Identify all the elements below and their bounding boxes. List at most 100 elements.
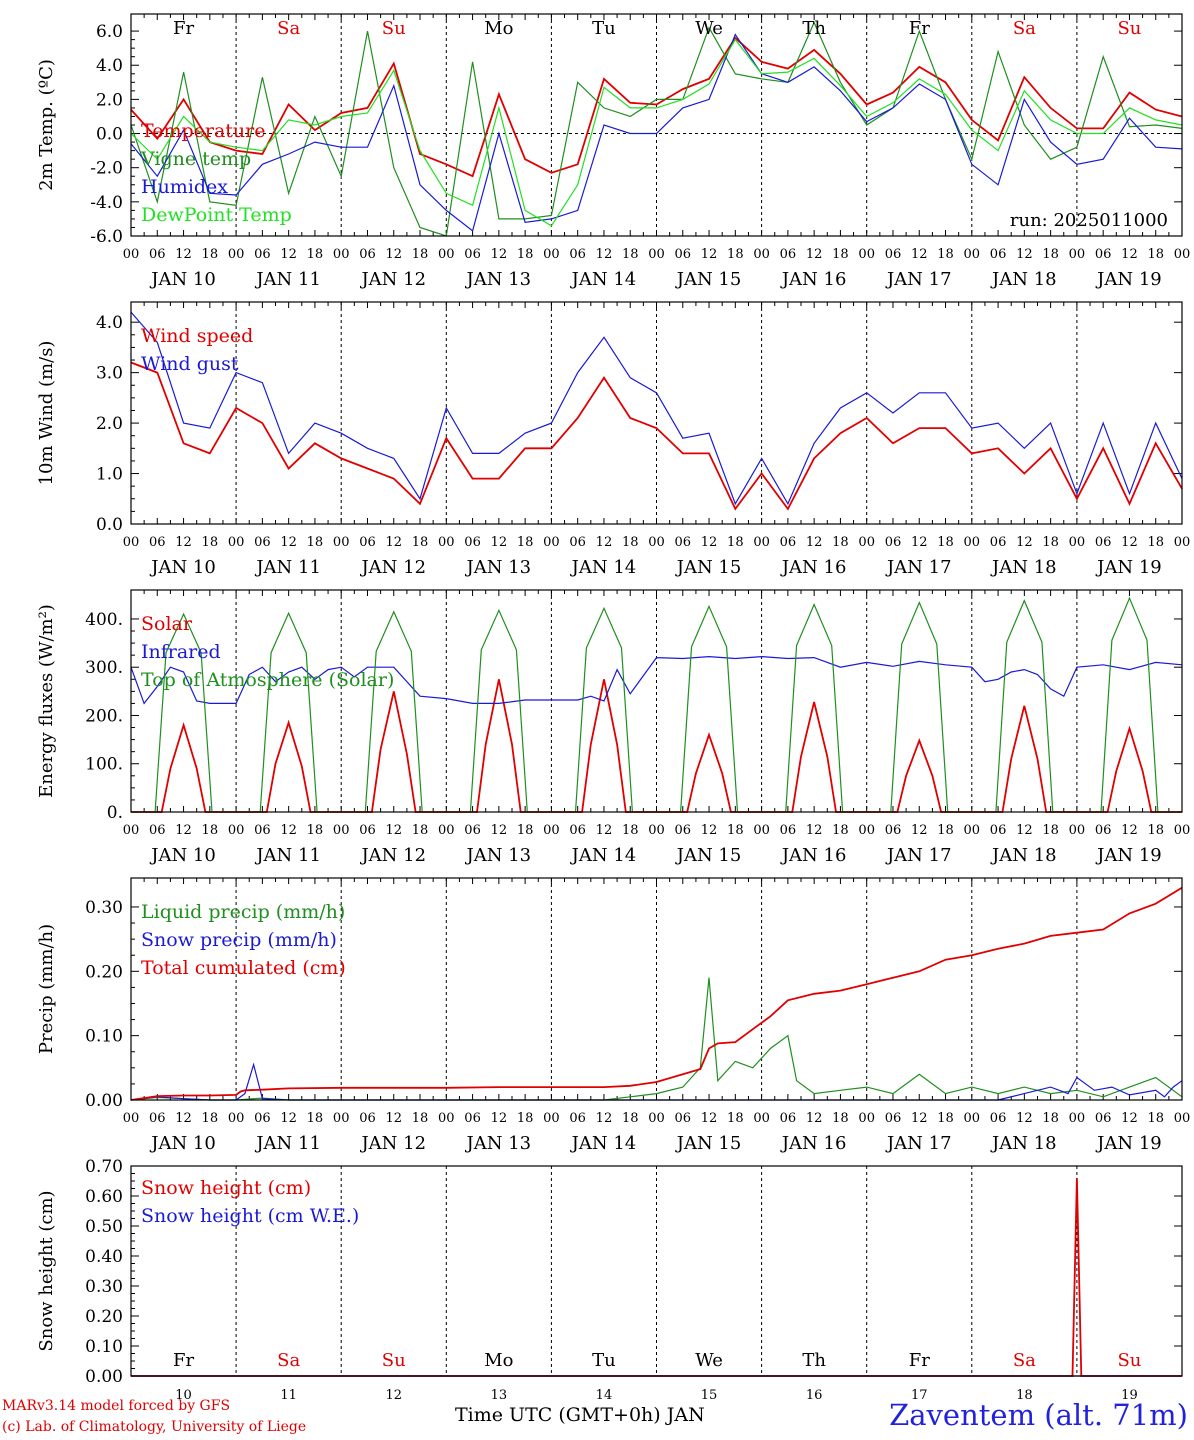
day-label: JAN 16: [780, 557, 847, 578]
hour-label: 00: [858, 535, 875, 550]
hour-label: 06: [885, 535, 902, 550]
weekday-label: Fr: [909, 1350, 930, 1371]
hour-label: 00: [333, 247, 350, 262]
hour-label: 18: [1147, 535, 1164, 550]
hour-label: 06: [569, 535, 586, 550]
hour-label: 12: [175, 1111, 192, 1126]
y-tick-label: -2.0: [90, 159, 123, 179]
hour-label: 06: [1095, 247, 1112, 262]
y-tick-label: 0.30: [85, 898, 123, 918]
hour-label: 00: [1069, 535, 1086, 550]
series-line-temperature: [130, 36, 1183, 178]
hour-label: 12: [280, 535, 297, 550]
weekday-label: Sa: [1013, 18, 1036, 39]
hour-label: 00: [964, 1111, 981, 1126]
hour-label: 06: [780, 535, 797, 550]
hour-label: 00: [228, 535, 245, 550]
hour-label: 18: [517, 1111, 534, 1126]
hour-label: 06: [1095, 823, 1112, 838]
hour-label: 18: [412, 823, 429, 838]
hour-label: 00: [543, 823, 560, 838]
plot-frame: [130, 589, 1183, 813]
hour-label: 00: [123, 535, 140, 550]
weekday-label: Su: [1117, 1350, 1141, 1371]
weekday-label: Fr: [909, 18, 930, 39]
hour-label: 12: [385, 247, 402, 262]
hour-label: 00: [228, 247, 245, 262]
day-label: JAN 13: [465, 269, 532, 290]
series-line-vigne-temp: [130, 21, 1183, 237]
legend-entry: Temperature: [141, 120, 265, 142]
day-label: JAN 19: [1095, 1133, 1162, 1154]
hour-label: 00: [438, 535, 455, 550]
hour-label: 06: [254, 535, 271, 550]
date-label: 14: [596, 1388, 613, 1403]
weekday-label: Tu: [592, 18, 616, 39]
hour-label: 18: [307, 823, 324, 838]
day-label: JAN 10: [149, 269, 216, 290]
hour-label: 18: [1042, 1111, 1059, 1126]
y-tick-label: 0.40: [85, 1247, 123, 1267]
hour-label: 06: [464, 1111, 481, 1126]
date-label: 17: [911, 1388, 928, 1403]
hour-label: 00: [648, 247, 665, 262]
day-label: JAN 16: [780, 1133, 847, 1154]
y-tick-label: 4.0: [96, 313, 123, 333]
legend-entry: Top of Atmosphere (Solar): [141, 669, 394, 691]
hour-label: 12: [1016, 823, 1033, 838]
chart-panel-3: 0. 100. 200. 300. 400. Energy fluxes (W/m²) So…: [36, 589, 1190, 866]
hour-label: 06: [254, 1111, 271, 1126]
hour-label: 18: [832, 247, 849, 262]
y-tick-label: 2.0: [96, 414, 123, 434]
hour-label: 00: [964, 535, 981, 550]
legend-entry: Infrared: [141, 641, 221, 663]
day-label: JAN 12: [359, 269, 426, 290]
hour-label: 12: [1016, 1111, 1033, 1126]
day-label: JAN 12: [359, 1133, 426, 1154]
day-label: JAN 12: [359, 845, 426, 866]
plot-frame: [130, 301, 1183, 525]
hour-label: 18: [832, 1111, 849, 1126]
y-axis-label: Snow height (cm): [36, 1190, 57, 1351]
date-label: 18: [1016, 1388, 1033, 1403]
hour-label: 06: [780, 823, 797, 838]
weekday-label: Fr: [173, 1350, 194, 1371]
weekday-label: We: [695, 1350, 723, 1371]
hour-label: 06: [149, 823, 166, 838]
y-tick-label: 0.00: [85, 1091, 123, 1111]
hour-label: 06: [464, 247, 481, 262]
hour-label: 12: [385, 1111, 402, 1126]
weekday-label: We: [695, 18, 723, 39]
hour-label: 00: [964, 247, 981, 262]
hour-label: 06: [149, 535, 166, 550]
hour-label: 00: [543, 535, 560, 550]
y-tick-label: 0.20: [85, 962, 123, 982]
hour-label: 06: [254, 823, 271, 838]
hour-label: 18: [1042, 823, 1059, 838]
x-axis-title: Time UTC (GMT+0h) JAN: [455, 1404, 705, 1426]
day-label: JAN 14: [570, 1133, 637, 1154]
hour-label: 12: [1016, 535, 1033, 550]
hour-label: 06: [1095, 535, 1112, 550]
hour-label: 18: [1042, 247, 1059, 262]
day-label: JAN 16: [780, 845, 847, 866]
weekday-label: Sa: [277, 18, 300, 39]
weekday-label: Mo: [484, 18, 513, 39]
day-label: JAN 15: [675, 845, 742, 866]
day-label: JAN 19: [1095, 557, 1162, 578]
hour-label: 06: [149, 247, 166, 262]
hour-label: 18: [937, 823, 954, 838]
hour-label: 12: [280, 247, 297, 262]
hour-label: 00: [1174, 1111, 1191, 1126]
hour-label: 18: [202, 1111, 219, 1126]
hour-label: 18: [1147, 247, 1164, 262]
hour-label: 18: [727, 247, 744, 262]
y-axis-label: Precip (mm/h): [36, 924, 57, 1054]
hour-label: 06: [464, 823, 481, 838]
hour-label: 00: [753, 1111, 770, 1126]
hour-label: 00: [648, 535, 665, 550]
hour-label: 18: [412, 1111, 429, 1126]
y-tick-label: 300.: [85, 658, 123, 678]
hour-label: 18: [202, 247, 219, 262]
